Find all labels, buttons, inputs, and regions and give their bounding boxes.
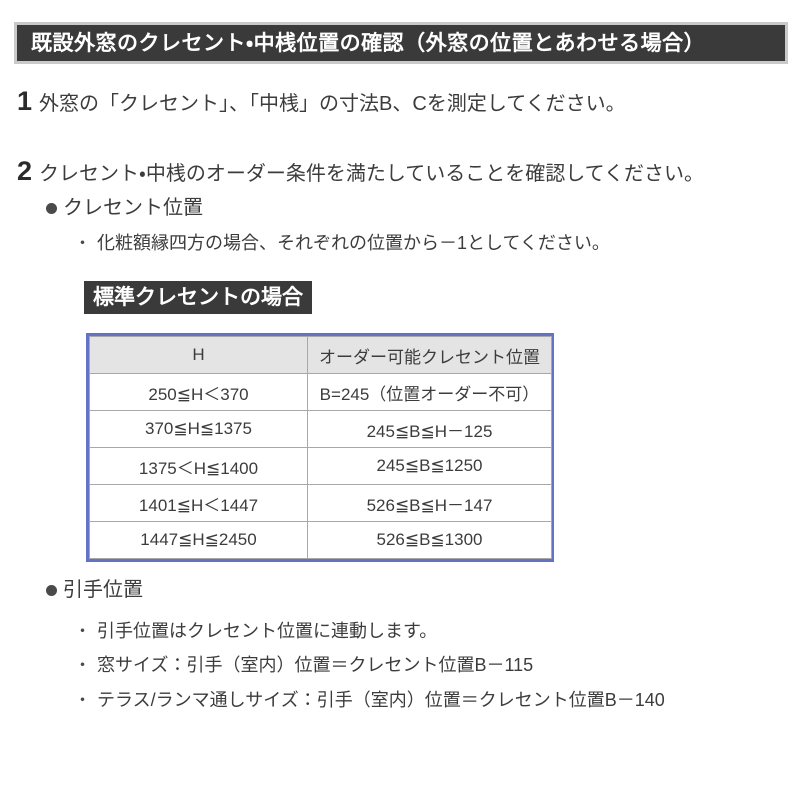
table-row: 1447≦H≦2450 526≦B≦1300 (89, 521, 552, 559)
step-1-number: 1 (17, 86, 33, 116)
step-2-text: クレセント・中桟のオーダー条件を満たしていることを確認してください。 (39, 163, 705, 185)
standard-crescent-table: H オーダー可能クレセント位置 250≦H＜370 B=245（位置オーダー不可… (89, 336, 552, 559)
hikite-position-heading: 引手位置 (46, 578, 143, 602)
table-section-label-text: 標準クレセントの場合 (93, 286, 303, 309)
step-2-number: 2 (17, 156, 33, 186)
table-cell-h-range: 1375＜H≦1400 (89, 447, 308, 485)
hikite-note-terrace-size-text: テラス/ランマ通しサイズ：引手（室内）位置＝クレセント位置B－140 (97, 690, 665, 710)
table-cell-position-range: 526≦B≦H－147 (307, 484, 552, 522)
table-cell-position-range: 526≦B≦1300 (307, 521, 552, 559)
hikite-position-heading-label: 引手位置 (63, 579, 143, 601)
small-dot-bullet-icon: ・ (74, 622, 91, 641)
hikite-note-linkage-text: 引手位置はクレセント位置に連動します。 (97, 621, 438, 641)
title-banner: 既設外窓のクレセント・中桟位置の確認（外窓の位置とあわせる場合） (14, 22, 788, 64)
crescent-position-note-text: 化粧額縁四方の場合、それぞれの位置から－1としてください。 (97, 233, 610, 253)
hikite-note-linkage: ・ 引手位置はクレセント位置に連動します。 (74, 621, 437, 643)
table-row: 1375＜H≦1400 245≦B≦1250 (89, 447, 552, 485)
hikite-note-terrace-size: ・ テラス/ランマ通しサイズ：引手（室内）位置＝クレセント位置B－140 (74, 690, 665, 712)
crescent-position-heading: クレセント位置 (46, 196, 203, 220)
table-cell-h-range: 370≦H≦1375 (89, 410, 308, 448)
table-cell-position-range: 245≦B≦1250 (307, 447, 552, 485)
standard-crescent-table-container: H オーダー可能クレセント位置 250≦H＜370 B=245（位置オーダー不可… (86, 333, 554, 562)
hikite-note-window-size-text: 窓サイズ：引手（室内）位置＝クレセント位置B－115 (97, 655, 534, 675)
step-1: 1 外窓の「クレセント」、「中桟」の寸法B、Cを測定してください。 (17, 88, 626, 116)
table-column-header-h: H (89, 336, 308, 374)
table-cell-position-range: 245≦B≦H－125 (307, 410, 552, 448)
table-cell-h-range: 250≦H＜370 (89, 373, 308, 411)
filled-circle-bullet-icon (46, 202, 57, 214)
table-section-label: 標準クレセントの場合 (84, 281, 312, 314)
crescent-position-heading-label: クレセント位置 (63, 197, 203, 219)
step-1-text: 外窓の「クレセント」、「中桟」の寸法B、Cを測定してください。 (39, 93, 626, 115)
small-dot-bullet-icon: ・ (74, 234, 91, 253)
filled-circle-bullet-icon (46, 584, 57, 596)
small-dot-bullet-icon: ・ (74, 656, 91, 675)
crescent-position-note: ・ 化粧額縁四方の場合、それぞれの位置から－1としてください。 (74, 233, 610, 255)
table-cell-h-range: 1447≦H≦2450 (89, 521, 308, 559)
table-cell-h-range: 1401≦H＜1447 (89, 484, 308, 522)
small-dot-bullet-icon: ・ (74, 691, 91, 710)
table-row: 1401≦H＜1447 526≦B≦H－147 (89, 484, 552, 522)
table-row: 250≦H＜370 B=245（位置オーダー不可） (89, 373, 552, 411)
hikite-note-window-size: ・ 窓サイズ：引手（室内）位置＝クレセント位置B－115 (74, 655, 533, 677)
table-row: 370≦H≦1375 245≦B≦H－125 (89, 410, 552, 448)
step-2: 2 クレセント・中桟のオーダー条件を満たしていることを確認してください。 (17, 158, 704, 186)
page-title: 既設外窓のクレセント・中桟位置の確認（外窓の位置とあわせる場合） (31, 31, 706, 55)
table-cell-position-range: B=245（位置オーダー不可） (307, 373, 552, 411)
table-header-row: H オーダー可能クレセント位置 (89, 336, 552, 374)
table-column-header-position: オーダー可能クレセント位置 (307, 336, 552, 374)
